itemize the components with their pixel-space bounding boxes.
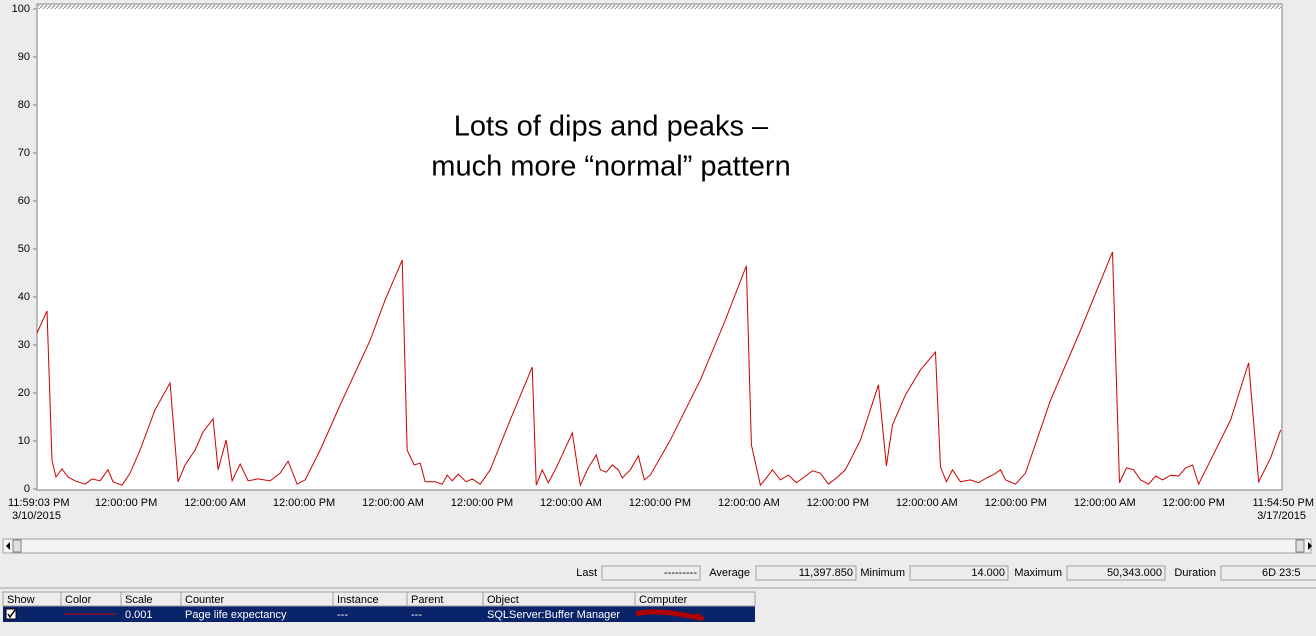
annotation: much more “normal” pattern [431,151,790,183]
column-header[interactable] [634,591,756,607]
x-tick-label: 11:54:50 PM [1252,497,1314,509]
x-tick-label: 12:00:00 AM [1074,497,1136,509]
x-tick-label: 12:00:00 PM [451,497,513,509]
x-tick-label: 12:00:00 PM [807,497,869,509]
column-header-label: Color [65,594,92,606]
x-tick-label: 12:00:00 PM [273,497,335,509]
column-header-label: Counter [185,594,224,606]
x-tick-label: 12:00:00 AM [540,497,602,509]
annotation: Lots of dips and peaks – [454,111,769,143]
cell-scale: 0.001 [125,609,153,621]
x-tick-label: 12:00:00 AM [896,497,958,509]
stat-label: Maximum [1014,567,1062,579]
stat-box [1066,565,1166,581]
y-tick-label: 100 [12,3,30,15]
y-tick-label: 30 [18,339,30,351]
check [7,609,16,619]
x-tick-label: 12:00:00 AM [718,497,780,509]
scroll-left[interactable] [6,542,10,550]
data-line [36,251,1282,487]
stat-value: 50,343.000 [1107,567,1162,579]
stat-box [601,565,701,581]
x-date-label: 3/10/2015 [12,510,61,522]
x-tick-label: 12:00:00 PM [629,497,691,509]
scrollbar[interactable] [2,538,1312,554]
y-tick-label: 10 [18,435,30,447]
y-tick-label: 40 [18,291,30,303]
selected-row[interactable] [3,606,755,622]
cell-counter: Page life expectancy [185,609,287,621]
stat-label: Duration [1174,567,1216,579]
x-tick-label: 12:00:00 AM [184,497,246,509]
stat-value: 6D 23:5 [1262,567,1301,579]
y-tick-label: 0 [24,483,30,495]
x-tick-label: 12:00:00 AM [362,497,424,509]
plot-area [36,3,1283,491]
x-tick-label: 12:00:00 PM [985,497,1047,509]
stat-label: Average [709,567,750,579]
x-date-label: 3/17/2015 [1257,510,1306,522]
cell-parent: --- [411,609,422,621]
stat-label: Last [576,567,597,579]
y-tick-label: 20 [18,387,30,399]
column-header-label: Instance [337,594,379,606]
checkbox[interactable] [5,608,17,620]
cell-instance: --- [337,609,348,621]
y-tick-label: 70 [18,147,30,159]
column-header-label: Scale [125,594,153,606]
y-tick-label: 60 [18,195,30,207]
stat-box [1220,565,1316,581]
column-header-label: Computer [639,594,688,606]
stat-value: --------- [664,567,697,579]
column-header-label: Object [487,594,519,606]
column-header-label: Show [7,594,35,606]
stat-box [909,565,1009,581]
y-tick-label: 80 [18,99,30,111]
hatch-band [38,5,1281,9]
scroll-thumb-end [1295,539,1305,553]
x-tick-label: 12:00:00 PM [1163,497,1225,509]
x-tick-label: 11:59:03 PM [8,497,70,509]
cell-object: SQLServer:Buffer Manager [487,609,620,621]
stat-box [755,565,857,581]
scroll-right[interactable] [1308,542,1312,550]
stat-label: Minimum [860,567,905,579]
column-header-label: Parent [411,594,443,606]
x-tick-label: 12:00:00 PM [95,497,157,509]
redaction [635,609,704,621]
scroll-thumb[interactable] [12,539,22,553]
stat-value: 14.000 [971,567,1005,579]
y-tick-label: 50 [18,243,30,255]
y-tick-label: 90 [18,51,30,63]
stat-value: 11,397.850 [799,567,853,579]
